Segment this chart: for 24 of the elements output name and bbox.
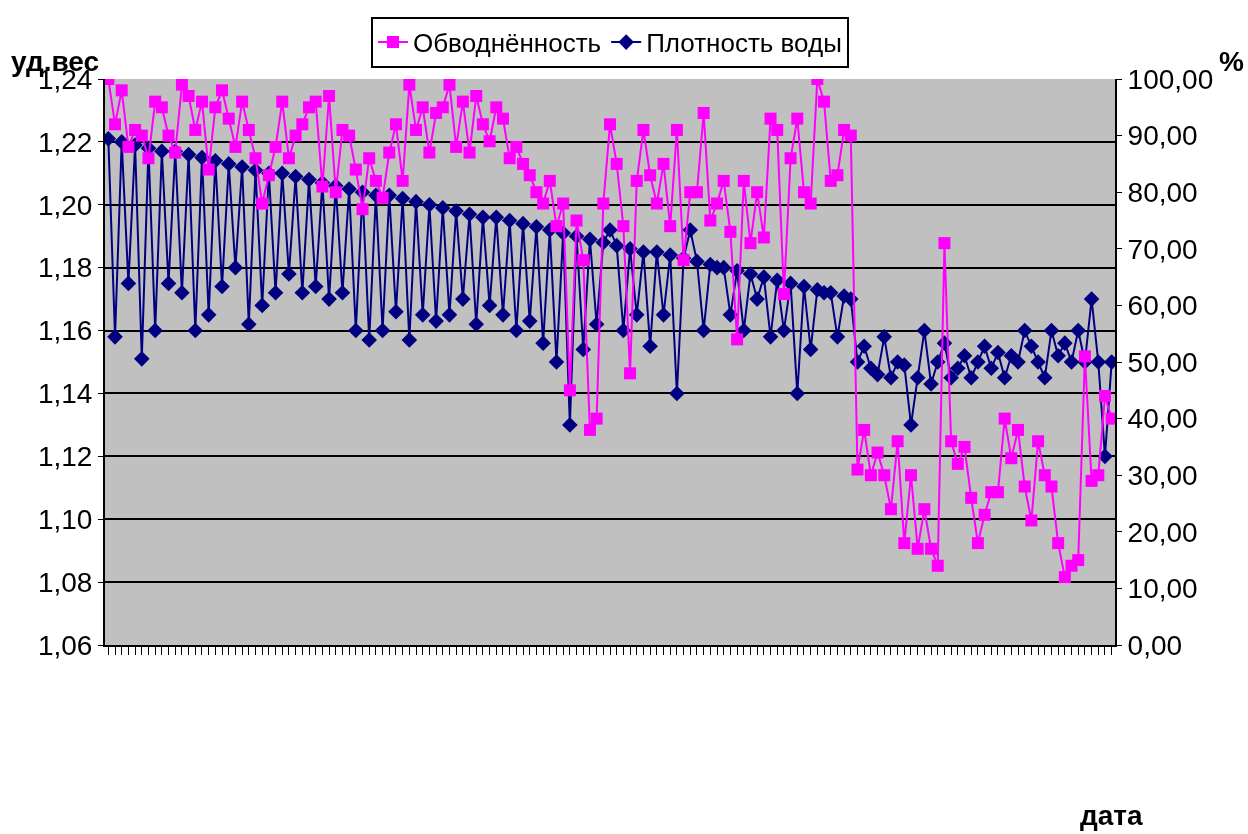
y2-tick-label: 40,00 xyxy=(1127,403,1198,435)
y-tick-label: 1,22 xyxy=(37,126,93,158)
y2-tick-label: 50,00 xyxy=(1127,346,1198,378)
y-tick-label: 1,16 xyxy=(37,315,93,347)
y2-tick-label: 10,00 xyxy=(1127,573,1198,605)
y-tick-label: 1,06 xyxy=(37,629,93,661)
y-tick-label: 1,08 xyxy=(37,566,93,598)
legend-label: Обводнённость xyxy=(413,28,602,59)
y2-tick-label: 30,00 xyxy=(1127,460,1198,491)
y2-tick-label: 90,00 xyxy=(1127,120,1198,152)
x-axis-title: дата xyxy=(1080,800,1144,831)
y2-tick-label: 20,00 xyxy=(1127,516,1198,548)
y-tick-label: 1,20 xyxy=(37,189,93,221)
y-tick-label: 1,10 xyxy=(37,504,93,536)
y2-tick-label: 60,00 xyxy=(1127,290,1198,322)
y2-axis-title: % xyxy=(1219,46,1244,77)
y-tick-label: 1,14 xyxy=(37,378,93,410)
y2-tick-label: 100,00 xyxy=(1127,63,1214,95)
y2-tick-label: 80,00 xyxy=(1127,177,1198,208)
legend-label: Плотность воды xyxy=(646,28,842,59)
y-tick-label: 1,18 xyxy=(37,252,93,284)
y2-tick-label: 70,00 xyxy=(1127,233,1198,265)
y-tick-label: 1,12 xyxy=(37,441,93,473)
y2-tick-label: 0,00 xyxy=(1127,629,1183,661)
